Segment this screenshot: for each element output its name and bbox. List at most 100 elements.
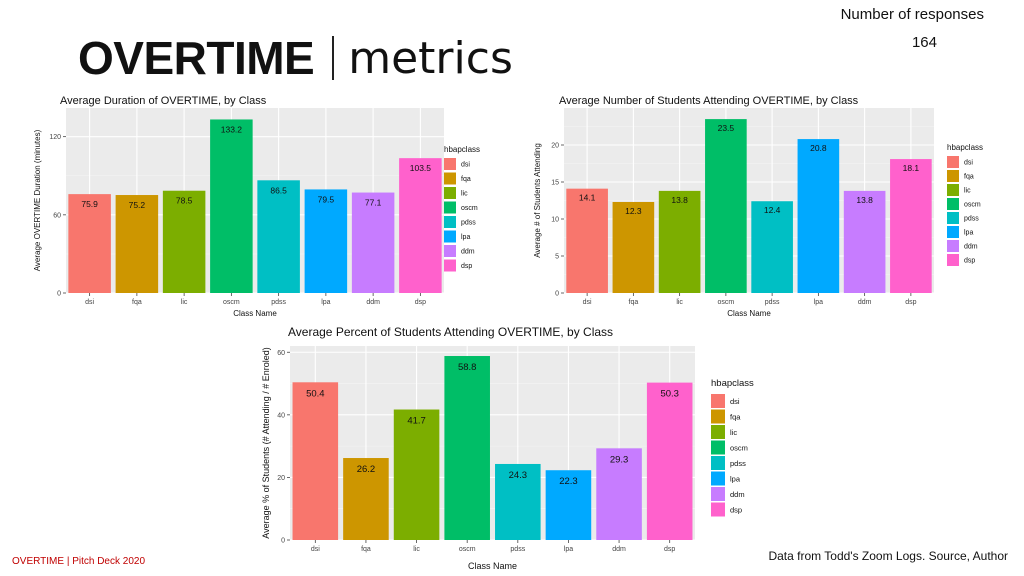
legend-key-fqa (947, 170, 959, 182)
bar-dsp (890, 159, 932, 293)
y-tick-label: 5 (555, 254, 559, 261)
y-tick-label: 40 (277, 412, 285, 419)
legend-label-ddm: ddm (461, 249, 475, 256)
legend-label-lpa: lpa (461, 234, 470, 241)
x-tick-label-lpa: lpa (564, 546, 573, 553)
legend-label-dsp: dsp (964, 258, 975, 265)
x-tick-label-fqa: fqa (629, 299, 639, 306)
bar-value-oscm: 58.8 (458, 362, 477, 373)
legend-key-dsi (444, 158, 456, 170)
bar-value-lpa: 20.8 (810, 143, 827, 153)
legend-label-dsi: dsi (964, 160, 973, 167)
legend-label-pdss: pdss (730, 459, 746, 468)
legend-key-ddm (947, 240, 959, 252)
bar-pdss (751, 201, 793, 293)
duration-chart: Average Duration of OVERTIME, by Class 0 6… (33, 95, 480, 318)
legend-key-lic (444, 187, 456, 199)
x-tick-label-pdss: pdss (765, 299, 780, 306)
bar-value-lic: 78.5 (176, 196, 193, 206)
bar-lpa (797, 139, 840, 293)
chart-title: Average Percent of Students Attending OV… (288, 325, 613, 339)
legend-key-pdss (444, 216, 456, 228)
legend-label-fqa: fqa (461, 176, 471, 183)
legend-key-fqa (444, 172, 456, 185)
bar-dsi (566, 188, 608, 293)
legend-label-ddm: ddm (730, 490, 745, 499)
x-axis-title: Class Name (233, 309, 277, 318)
footer-deck-label: OVERTIME | Pitch Deck 2020 (12, 556, 146, 567)
bar-value-lic: 13.8 (671, 195, 688, 205)
bar-ddm (596, 448, 642, 540)
legend-label-pdss: pdss (461, 220, 476, 227)
legend-key-lpa (444, 230, 456, 243)
bar-value-lpa: 22.3 (559, 476, 578, 487)
bar-value-dsi: 75.9 (81, 199, 98, 209)
bar-value-fqa: 75.2 (129, 200, 146, 210)
x-tick-label-fqa: fqa (132, 299, 142, 306)
legend-label-lic: lic (964, 188, 971, 195)
percent-chart: Average Percent of Students Attending OV… (261, 325, 754, 571)
y-tick-label: 20 (551, 143, 559, 150)
bar-fqa (612, 201, 655, 293)
x-tick-label-dsi: dsi (583, 299, 592, 306)
bar-value-dsp: 50.3 (660, 389, 679, 400)
legend-key-lic (711, 425, 725, 439)
x-tick-label-lpa: lpa (814, 299, 823, 306)
responses-label: Number of responses (840, 6, 984, 23)
legend-label-fqa: fqa (964, 174, 974, 181)
y-tick-label: 0 (281, 538, 285, 545)
legend-key-lpa (947, 226, 959, 238)
x-tick-label-ddm: ddm (366, 299, 380, 306)
x-tick-label-lpa: lpa (321, 299, 330, 306)
bar-value-pdss: 86.5 (270, 185, 287, 195)
y-tick-label: 20 (277, 475, 285, 482)
legend-title: hbapclass (711, 378, 754, 389)
footer-source-note: Data from Todd's Zoom Logs. Source, Auth… (768, 549, 1008, 563)
legend-label-lic: lic (461, 191, 468, 198)
y-axis-title: Average # of Students Attending (533, 143, 542, 258)
bar-oscm (210, 119, 253, 294)
bar-lpa (304, 189, 348, 293)
bar-value-lpa: 79.5 (318, 194, 335, 204)
bar-lic (162, 190, 206, 293)
y-tick-label: 0 (555, 291, 559, 298)
x-tick-label-lic: lic (676, 299, 683, 306)
legend-label-lic: lic (730, 428, 737, 437)
bar-fqa (115, 195, 159, 293)
bar-oscm (705, 119, 747, 293)
legend-key-pdss (711, 456, 725, 470)
legend-key-dsi (711, 394, 725, 408)
x-tick-label-oscm: oscm (223, 299, 240, 306)
y-tick-label: 60 (277, 350, 285, 357)
bar-value-fqa: 26.2 (357, 464, 376, 475)
bar-pdss (495, 463, 541, 540)
x-axis-title: Class Name (468, 561, 517, 571)
bar-lpa (545, 470, 592, 540)
legend-label-oscm: oscm (964, 202, 981, 209)
legend-title: hbapclass (947, 143, 983, 152)
x-tick-label-dsp: dsp (905, 299, 916, 306)
bar-fqa (343, 458, 389, 540)
x-tick-label-pdss: pdss (271, 299, 286, 306)
x-tick-label-dsp: dsp (664, 546, 675, 553)
y-tick-label: 60 (53, 212, 61, 219)
responses-count: 164 (911, 34, 937, 51)
x-tick-label-dsp: dsp (415, 299, 426, 306)
legend-key-oscm (947, 198, 959, 210)
x-tick-label-oscm: oscm (459, 546, 476, 553)
x-tick-label-dsi: dsi (311, 546, 320, 553)
x-axis-title: Class Name (727, 309, 771, 318)
bar-value-lic: 41.7 (407, 416, 426, 427)
bar-value-ddm: 29.3 (610, 454, 629, 465)
x-tick-label-lic: lic (413, 546, 420, 553)
x-tick-label-ddm: ddm (858, 299, 872, 306)
x-tick-label-lic: lic (181, 299, 188, 306)
legend-label-lpa: lpa (730, 474, 741, 483)
y-tick-label: 15 (551, 180, 559, 187)
bar-value-oscm: 23.5 (718, 123, 735, 133)
legend-label-pdss: pdss (964, 216, 979, 223)
legend-key-ddm (444, 245, 456, 257)
legend-key-dsi (947, 156, 959, 168)
legend-key-dsp (947, 254, 959, 266)
x-tick-label-ddm: ddm (612, 546, 626, 553)
